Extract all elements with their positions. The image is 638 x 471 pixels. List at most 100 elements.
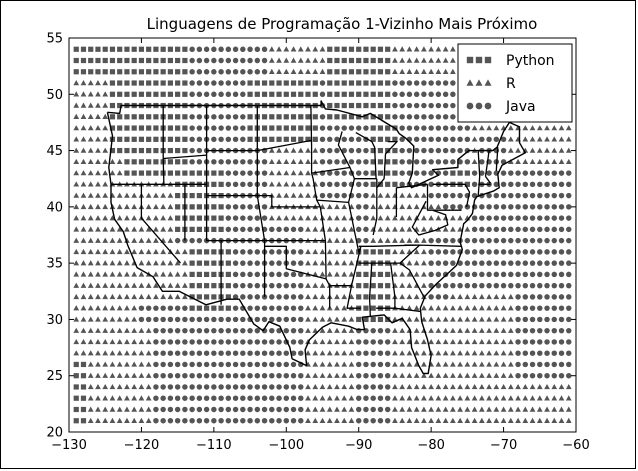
grid-point-r: [305, 305, 311, 311]
grid-point-python: [334, 102, 340, 109]
grid-point-r: [421, 383, 427, 390]
grid-point-java: [138, 305, 145, 311]
grid-point-r: [124, 383, 130, 390]
grid-point-python: [283, 80, 289, 86]
grid-point-r: [116, 316, 123, 322]
grid-point-java: [167, 418, 174, 424]
grid-point-java: [551, 294, 558, 300]
grid-point-r: [406, 203, 413, 210]
grid-point-java: [203, 372, 210, 379]
grid-point-r: [138, 406, 145, 412]
grid-point-r: [457, 361, 463, 367]
grid-point-r: [500, 305, 507, 311]
grid-point-r: [95, 125, 101, 131]
grid-point-java: [182, 372, 188, 379]
grid-point-java: [232, 57, 239, 64]
grid-point-r: [515, 395, 521, 401]
grid-point-r: [406, 215, 413, 221]
grid-point-python: [167, 125, 173, 131]
grid-point-r: [153, 282, 159, 288]
grid-point-r: [522, 158, 529, 165]
grid-point-java: [355, 125, 362, 131]
grid-point-java: [160, 327, 166, 334]
grid-point-r: [392, 338, 398, 345]
grid-point-python: [189, 226, 195, 232]
grid-point-r: [312, 327, 319, 333]
grid-point-java: [355, 372, 362, 379]
grid-point-java: [211, 418, 217, 424]
grid-point-python: [385, 249, 391, 255]
grid-point-java: [218, 114, 224, 120]
grid-point-r: [334, 372, 340, 378]
grid-point-python: [385, 69, 391, 75]
grid-point-r: [109, 271, 116, 277]
grid-point-r: [457, 305, 463, 311]
grid-point-java: [500, 181, 507, 188]
grid-point-python: [196, 260, 202, 266]
grid-point-python: [146, 159, 152, 165]
grid-point-java: [261, 181, 268, 188]
grid-point-java: [493, 181, 500, 188]
grid-point-python: [117, 125, 123, 131]
grid-point-java: [232, 125, 239, 131]
grid-point-java: [269, 327, 275, 334]
grid-point-java: [160, 350, 166, 356]
grid-point-java: [537, 237, 543, 244]
grid-point-java: [363, 170, 369, 176]
grid-point-java: [493, 249, 500, 255]
grid-point-java: [384, 327, 391, 334]
grid-point-java: [428, 237, 434, 244]
grid-point-r: [95, 248, 101, 255]
grid-point-java: [254, 249, 261, 255]
grid-point-java: [450, 102, 456, 109]
grid-point-python: [341, 69, 347, 75]
grid-point-java: [189, 350, 195, 356]
grid-point-r: [500, 383, 507, 390]
grid-point-java: [203, 57, 210, 64]
grid-point-java: [182, 339, 188, 345]
grid-point-java: [558, 271, 565, 278]
grid-point-r: [334, 226, 340, 232]
grid-point-python: [95, 69, 101, 75]
grid-point-python: [167, 46, 173, 52]
grid-point-java: [174, 237, 181, 244]
grid-point-python: [153, 136, 159, 142]
grid-point-r: [450, 226, 456, 232]
grid-point-r: [87, 293, 94, 300]
grid-point-python: [370, 57, 376, 64]
grid-point-r: [312, 46, 319, 52]
grid-point-r: [138, 293, 145, 300]
grid-point-r: [124, 192, 130, 198]
grid-point-java: [218, 125, 224, 131]
grid-point-r: [515, 417, 521, 423]
grid-point-r: [80, 91, 87, 97]
grid-point-r: [507, 305, 514, 311]
grid-point-r: [348, 350, 355, 356]
grid-point-r: [384, 237, 391, 243]
grid-point-java: [160, 406, 166, 413]
grid-point-java: [464, 282, 471, 289]
grid-point-r: [507, 383, 514, 390]
grid-point-python: [392, 147, 398, 154]
grid-point-python: [385, 91, 391, 97]
grid-point-java: [225, 125, 232, 131]
grid-point-r: [131, 350, 138, 356]
grid-point-r: [109, 248, 116, 255]
grid-point-r: [399, 203, 406, 210]
grid-point-java: [334, 181, 340, 188]
grid-point-java: [508, 249, 514, 255]
grid-point-java: [218, 80, 224, 86]
grid-point-java: [442, 204, 449, 210]
grid-point-r: [153, 248, 159, 255]
grid-point-java: [355, 395, 362, 401]
grid-point-java: [232, 226, 239, 233]
grid-point-java: [471, 181, 478, 188]
grid-point-java: [298, 372, 304, 379]
grid-point-java: [225, 395, 232, 401]
grid-point-r: [95, 158, 101, 165]
grid-point-java: [558, 305, 565, 311]
grid-point-java: [421, 136, 427, 143]
x-axis: −130 −120 −110 −100 −90 −80 −70 −60: [51, 38, 590, 453]
grid-point-r: [109, 395, 116, 401]
grid-point-java: [500, 192, 507, 199]
